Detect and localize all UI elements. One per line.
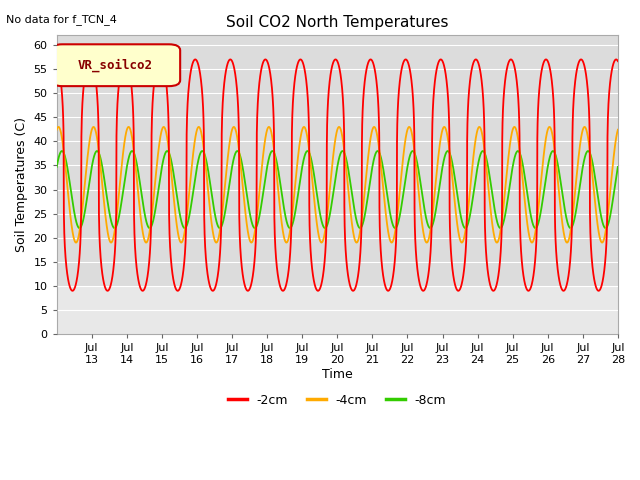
- -8cm: [569, 222, 577, 228]
- Text: No data for f_TCN_4: No data for f_TCN_4: [6, 14, 117, 25]
- Legend: -2cm, -4cm, -8cm: -2cm, -4cm, -8cm: [223, 389, 451, 411]
- Line: -2cm: -2cm: [57, 60, 618, 291]
- -4cm: [597, 239, 605, 244]
- -4cm: [335, 124, 343, 130]
- FancyBboxPatch shape: [51, 44, 180, 86]
- -2cm: [461, 262, 468, 267]
- Y-axis label: Soil Temperatures (C): Soil Temperatures (C): [15, 117, 28, 252]
- -4cm: [461, 232, 468, 238]
- -8cm: [461, 225, 468, 231]
- -4cm: [319, 236, 327, 242]
- -2cm: [597, 285, 605, 291]
- -8cm: [293, 199, 301, 204]
- -2cm: [349, 288, 357, 294]
- -8cm: [321, 225, 329, 231]
- -8cm: [339, 148, 346, 154]
- X-axis label: Time: Time: [322, 368, 353, 381]
- -2cm: [293, 64, 301, 70]
- -8cm: [319, 224, 327, 229]
- -4cm: [569, 210, 577, 216]
- -8cm: [614, 164, 621, 170]
- -8cm: [597, 212, 605, 218]
- Bar: [57, 286, 618, 334]
- -4cm: [293, 164, 301, 170]
- -2cm: [319, 270, 327, 276]
- -2cm: [289, 108, 296, 114]
- -2cm: [332, 57, 339, 62]
- -4cm: [289, 209, 296, 215]
- -8cm: [53, 164, 61, 170]
- -2cm: [53, 58, 61, 64]
- Text: VR_soilco2: VR_soilco2: [78, 58, 153, 72]
- -2cm: [569, 110, 577, 116]
- -8cm: [289, 221, 296, 227]
- Title: Soil CO2 North Temperatures: Soil CO2 North Temperatures: [226, 15, 449, 30]
- Line: -8cm: -8cm: [57, 151, 618, 228]
- -2cm: [614, 58, 621, 64]
- -4cm: [53, 127, 61, 132]
- -4cm: [614, 127, 621, 132]
- Line: -4cm: -4cm: [57, 127, 618, 242]
- -4cm: [317, 240, 325, 245]
